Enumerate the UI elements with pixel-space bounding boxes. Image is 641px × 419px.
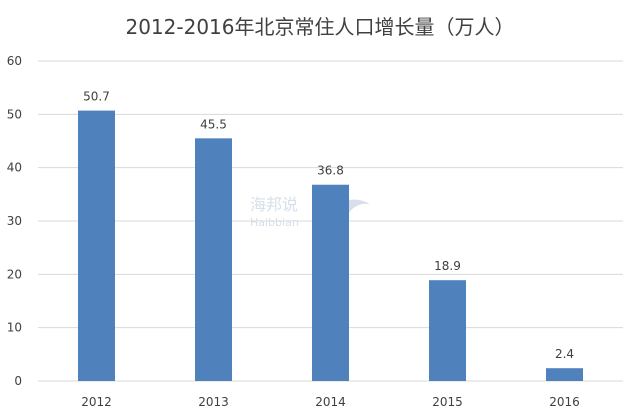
watermark-subtext: Haibbian	[250, 216, 299, 229]
watermark-text: 海邦说	[250, 195, 298, 214]
bar-2014	[312, 184, 349, 381]
x-tick-label-2015: 2015	[432, 395, 463, 409]
data-label-2013: 45.5	[200, 117, 227, 131]
data-labels: 50.7 45.5 36.8 18.9 2.4	[83, 90, 574, 362]
bar-2012	[78, 110, 115, 381]
y-tick-label: 20	[7, 267, 22, 281]
chart-title: 2012-2016年北京常住人口增长量（万人）	[125, 15, 514, 39]
watermark: 海邦说 Haibbian	[250, 195, 370, 229]
y-tick-label: 10	[7, 321, 22, 335]
y-tick-label: 40	[7, 161, 22, 175]
data-label-2015: 18.9	[434, 259, 461, 273]
x-tick-label-2016: 2016	[549, 395, 580, 409]
bar-2016	[546, 368, 583, 381]
data-label-2012: 50.7	[83, 90, 110, 104]
y-axis-tick-labels: 0 10 20 30 40 50 60	[7, 54, 22, 388]
bars	[78, 110, 583, 381]
bar-2013	[195, 138, 232, 381]
x-tick-label-2012: 2012	[81, 395, 112, 409]
bar-2015	[429, 280, 466, 381]
data-label-2014: 36.8	[317, 164, 344, 178]
y-tick-label: 0	[14, 374, 22, 388]
y-tick-label: 50	[7, 107, 22, 121]
x-tick-label-2013: 2013	[198, 395, 229, 409]
x-axis-tick-labels: 2012 2013 2014 2015 2016	[81, 395, 580, 409]
y-tick-label: 60	[7, 54, 22, 68]
data-label-2016: 2.4	[555, 347, 574, 361]
x-tick-label-2014: 2014	[315, 395, 346, 409]
y-tick-label: 30	[7, 214, 22, 228]
